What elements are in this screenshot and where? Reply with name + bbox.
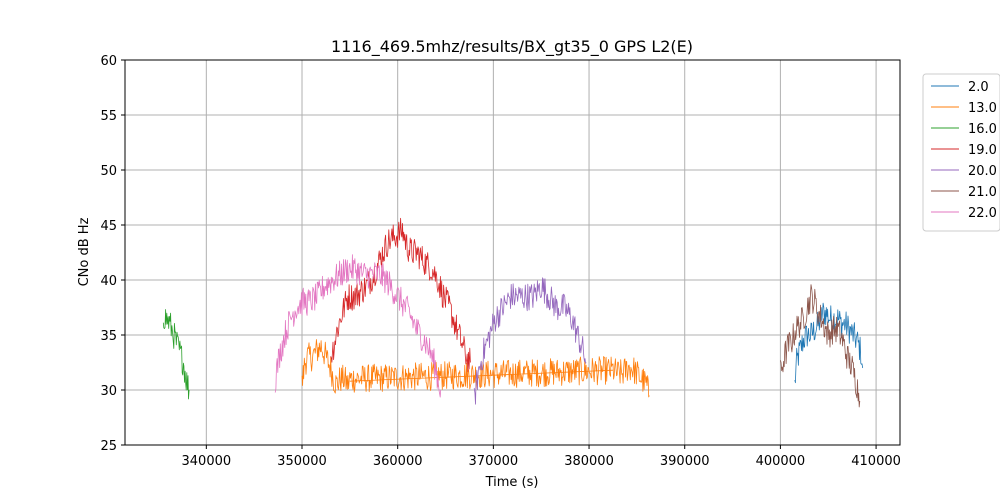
series-line-20.0 bbox=[473, 277, 587, 405]
plot-frame bbox=[124, 59, 901, 446]
x-axis-label: Time (s) bbox=[485, 475, 539, 490]
y-axis-label: CNo dB Hz bbox=[77, 217, 92, 286]
series-line-19.0 bbox=[330, 217, 471, 373]
series-line-22.0 bbox=[274, 254, 442, 398]
y-tick-label: 60 bbox=[100, 54, 117, 69]
legend: 2.0 13.0 16.0 19.0 20.0 21.0 22.0 bbox=[922, 73, 1000, 232]
y-tick-label: 55 bbox=[100, 109, 117, 124]
series-line-2.0 bbox=[794, 302, 864, 384]
series-line-16.0 bbox=[162, 309, 190, 400]
x-tick-label: 380000 bbox=[564, 454, 614, 469]
x-tick-label: 390000 bbox=[660, 454, 710, 469]
series-connector-13.0 bbox=[349, 369, 614, 382]
x-tick-label: 410000 bbox=[851, 454, 901, 469]
legend-label-21.0: 21.0 bbox=[968, 185, 997, 200]
legend-label-19.0: 19.0 bbox=[968, 143, 997, 158]
legend-label-16.0: 16.0 bbox=[968, 122, 997, 137]
ticks: 340000 350000 360000 370000 380000 390000 4000… bbox=[100, 54, 900, 469]
legend-box bbox=[922, 73, 1000, 232]
legend-label-20.0: 20.0 bbox=[968, 164, 997, 179]
x-tick-label: 370000 bbox=[469, 454, 519, 469]
y-tick-label: 50 bbox=[100, 164, 117, 179]
grid bbox=[125, 59, 900, 446]
y-tick-label: 30 bbox=[100, 384, 117, 399]
series-line-21.0 bbox=[780, 284, 861, 408]
y-tick-label: 25 bbox=[100, 439, 117, 454]
legend-label-22.0: 22.0 bbox=[968, 206, 997, 221]
x-tick-label: 340000 bbox=[182, 454, 232, 469]
y-tick-label: 45 bbox=[100, 219, 117, 234]
x-tick-label: 400000 bbox=[756, 454, 806, 469]
y-tick-label: 35 bbox=[100, 329, 117, 344]
series-layer bbox=[162, 217, 864, 408]
legend-label-13.0: 13.0 bbox=[968, 101, 997, 116]
x-tick-label: 360000 bbox=[373, 454, 423, 469]
y-tick-label: 40 bbox=[100, 274, 117, 289]
legend-label-2.0: 2.0 bbox=[968, 80, 989, 95]
x-tick-label: 350000 bbox=[277, 454, 327, 469]
chart-title: 1116_469.5mhz/results/BX_gt35_0 GPS L2(E… bbox=[331, 37, 693, 57]
